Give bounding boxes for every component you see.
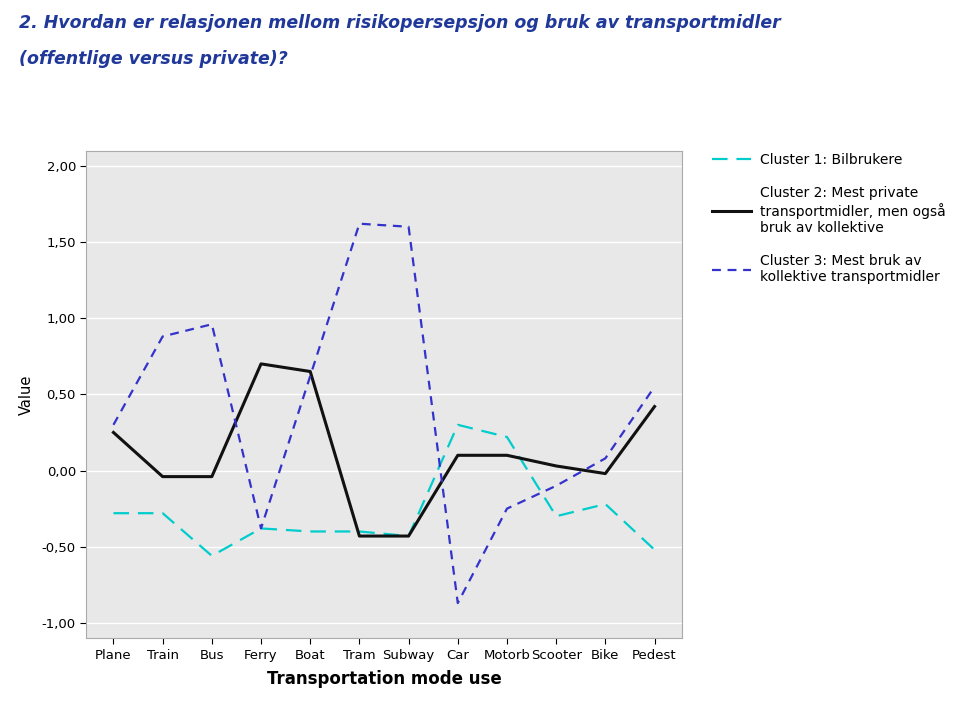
Legend: Cluster 1: Bilbrukere, Cluster 2: Mest private
transportmidler, men også
bruk av: Cluster 1: Bilbrukere, Cluster 2: Mest p… [712,153,946,285]
X-axis label: Transportation mode use: Transportation mode use [267,670,501,688]
Y-axis label: Value: Value [18,374,34,414]
Text: 2. Hvordan er relasjonen mellom risikopersepsjon og bruk av transportmidler: 2. Hvordan er relasjonen mellom risikope… [19,14,780,32]
Text: (offentlige versus private)?: (offentlige versus private)? [19,50,288,68]
